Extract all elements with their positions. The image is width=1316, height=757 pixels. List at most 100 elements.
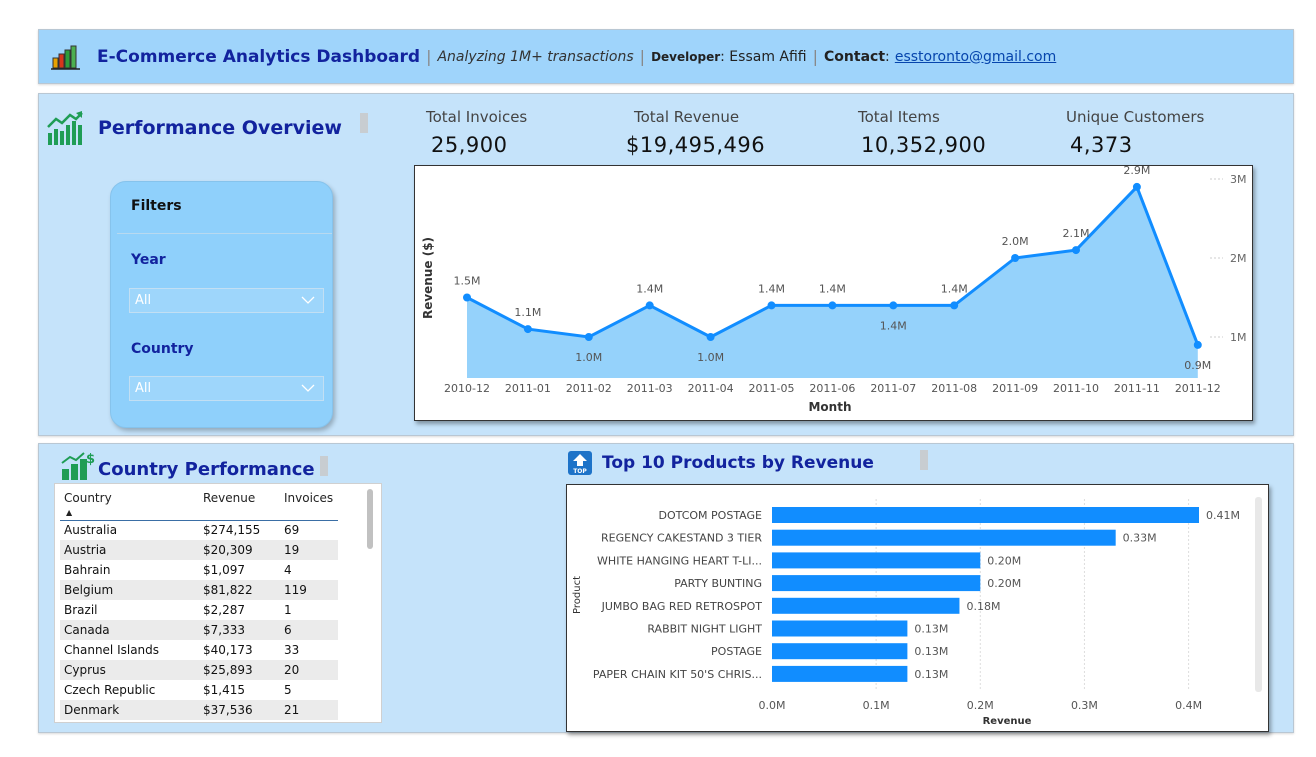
- cell-revenue: $274,155: [203, 523, 261, 538]
- country-performance-title: Country Performance: [98, 459, 315, 480]
- revenue-by-month-chart: 1M 2M 3M 1.5M 2010-12 1.1M 2011-01 1.0M 2011-02 1…: [414, 164, 1253, 421]
- data-point: [463, 293, 471, 302]
- cell-invoices: 21: [280, 700, 338, 720]
- cell-country: Canada: [60, 620, 199, 640]
- data-label: 2.1M: [1063, 227, 1090, 240]
- performance-overview-title: Performance Overview: [98, 117, 342, 139]
- year-dropdown[interactable]: All: [129, 288, 324, 313]
- cell-country: Channel Islands: [64, 643, 160, 657]
- filters-card: Filters Year All Country All: [110, 181, 333, 428]
- year-filter-label: Year: [131, 252, 166, 268]
- filters-title: Filters: [131, 198, 182, 214]
- x-tick-label: 2011-04: [688, 382, 734, 395]
- developer-label: Developer: [651, 49, 721, 64]
- x-tick-label: 0.3M: [1071, 699, 1098, 712]
- country-table-card: Country ▲ Revenue Invoices Australia $274…: [54, 483, 382, 723]
- data-point: [889, 301, 898, 310]
- kpi-value-invoices: 25,900: [431, 133, 508, 157]
- x-tick-label: 0.4M: [1175, 699, 1202, 712]
- data-label: 1.0M: [575, 351, 602, 364]
- y-tick-label: 2M: [1230, 252, 1247, 265]
- x-tick-label: 2011-07: [870, 382, 916, 395]
- kpi-label-invoices: Total Invoices: [426, 108, 528, 126]
- x-tick-label: 2011-09: [992, 382, 1038, 395]
- bar: [772, 597, 960, 614]
- y-tick-label: DOTCOM POSTAGE: [659, 509, 763, 522]
- bar: [772, 620, 908, 637]
- table-row[interactable]: Canada $7,333 6: [60, 620, 338, 640]
- data-point: [706, 333, 715, 341]
- contact-colon: :: [885, 48, 890, 65]
- chevron-down-icon: [301, 384, 315, 392]
- table-row[interactable]: Cyprus $25,893 20: [60, 660, 338, 680]
- y-tick-label: WHITE HANGING HEART T-LI...: [597, 554, 762, 567]
- x-tick-label: 2010-12: [444, 382, 490, 395]
- cell-revenue: $7,333: [199, 620, 280, 640]
- data-label: 1.1M: [514, 306, 541, 319]
- trending-up-chart-icon: [47, 111, 83, 145]
- table-row[interactable]: Austria $20,309 19: [60, 540, 338, 560]
- x-tick-label: 2011-05: [749, 382, 795, 395]
- kpi-value-customers: 4,373: [1070, 133, 1133, 157]
- column-header-label: Country: [64, 491, 112, 505]
- cell-invoices: 4: [284, 563, 292, 577]
- column-header-invoices[interactable]: Invoices: [280, 488, 338, 521]
- panel-drag-handle[interactable]: [320, 456, 328, 476]
- y-tick-label: PARTY BUNTING: [674, 577, 762, 590]
- data-label: 0.9M: [1184, 359, 1211, 372]
- column-header-country[interactable]: Country ▲: [60, 488, 199, 521]
- kpi-label-items: Total Items: [858, 108, 940, 126]
- cell-invoices: 33: [284, 643, 300, 657]
- data-point: [1072, 246, 1080, 255]
- x-tick-label: 2011-12: [1175, 382, 1221, 395]
- table-row[interactable]: Czech Republic $1,415 5: [60, 680, 338, 700]
- data-point: [767, 301, 776, 310]
- panel-drag-handle[interactable]: [360, 113, 368, 133]
- contact-label: Contact: [824, 48, 886, 65]
- data-label: 1.4M: [941, 282, 968, 295]
- sort-ascending-icon[interactable]: ▲: [66, 508, 73, 517]
- table-row[interactable]: Channel Islands $40,173 33: [60, 640, 338, 660]
- x-tick-label: 2011-02: [566, 382, 612, 395]
- panel-drag-handle[interactable]: [920, 450, 928, 470]
- table-row[interactable]: Belgium $81,822 119: [60, 580, 338, 600]
- top-products-bar-chart-svg: 0.0M 0.1M 0.2M 0.3M 0.4M DOTCOM POSTAGE 0.41M R…: [572, 499, 1240, 727]
- cell-country: Cyprus: [60, 660, 199, 680]
- cell-invoices: 69: [284, 523, 300, 538]
- table-row[interactable]: Denmark $37,536 21: [60, 700, 338, 720]
- country-dropdown[interactable]: All: [129, 376, 324, 401]
- chart-scrollbar[interactable]: [1255, 497, 1262, 692]
- country-table: Country ▲ Revenue Invoices Australia $274…: [60, 488, 338, 720]
- header-bar: E-Commerce Analytics Dashboard | Analyzi…: [38, 29, 1294, 84]
- data-label: 0.18M: [966, 600, 1000, 613]
- cell-country: Belgium: [60, 580, 199, 600]
- table-header-row: Country ▲ Revenue Invoices: [60, 488, 338, 521]
- data-label: 0.13M: [914, 668, 948, 681]
- column-header-revenue[interactable]: Revenue: [199, 488, 280, 521]
- table-scrollbar[interactable]: [367, 489, 373, 549]
- data-label: 2.9M: [1123, 166, 1150, 177]
- y-tick-label: 3M: [1230, 173, 1247, 186]
- table-row[interactable]: Bahrain $1,097 4: [60, 560, 338, 580]
- y-tick-label: 1M: [1230, 331, 1247, 344]
- revenue-line-chart-svg: 1M 2M 3M 1.5M 2010-12 1.1M 2011-01 1.0M 2011-02 1…: [421, 164, 1247, 414]
- cell-revenue: $20,309: [199, 540, 280, 560]
- data-label: 0.33M: [1123, 532, 1157, 545]
- data-label: 1.4M: [880, 319, 907, 332]
- data-point: [1132, 182, 1141, 191]
- table-row[interactable]: Australia $274,155 69: [60, 520, 338, 540]
- cell-country: Austria: [60, 540, 199, 560]
- year-dropdown-value: All: [135, 293, 152, 308]
- bar: [772, 665, 908, 682]
- contact-email-link[interactable]: esstoronto@gmail.com: [894, 48, 1057, 65]
- data-label: 1.0M: [697, 351, 724, 364]
- cell-country: Australia: [64, 523, 118, 538]
- table-row[interactable]: Brazil $2,287 1: [60, 600, 338, 620]
- kpi-label-revenue: Total Revenue: [634, 108, 740, 126]
- x-tick-label: 2011-11: [1114, 382, 1160, 395]
- country-filter-label: Country: [131, 341, 194, 357]
- data-label: 0.13M: [914, 645, 948, 658]
- data-label: 0.20M: [987, 577, 1021, 590]
- cell-revenue: $1,097: [203, 563, 245, 577]
- cell-country: Denmark: [60, 700, 199, 720]
